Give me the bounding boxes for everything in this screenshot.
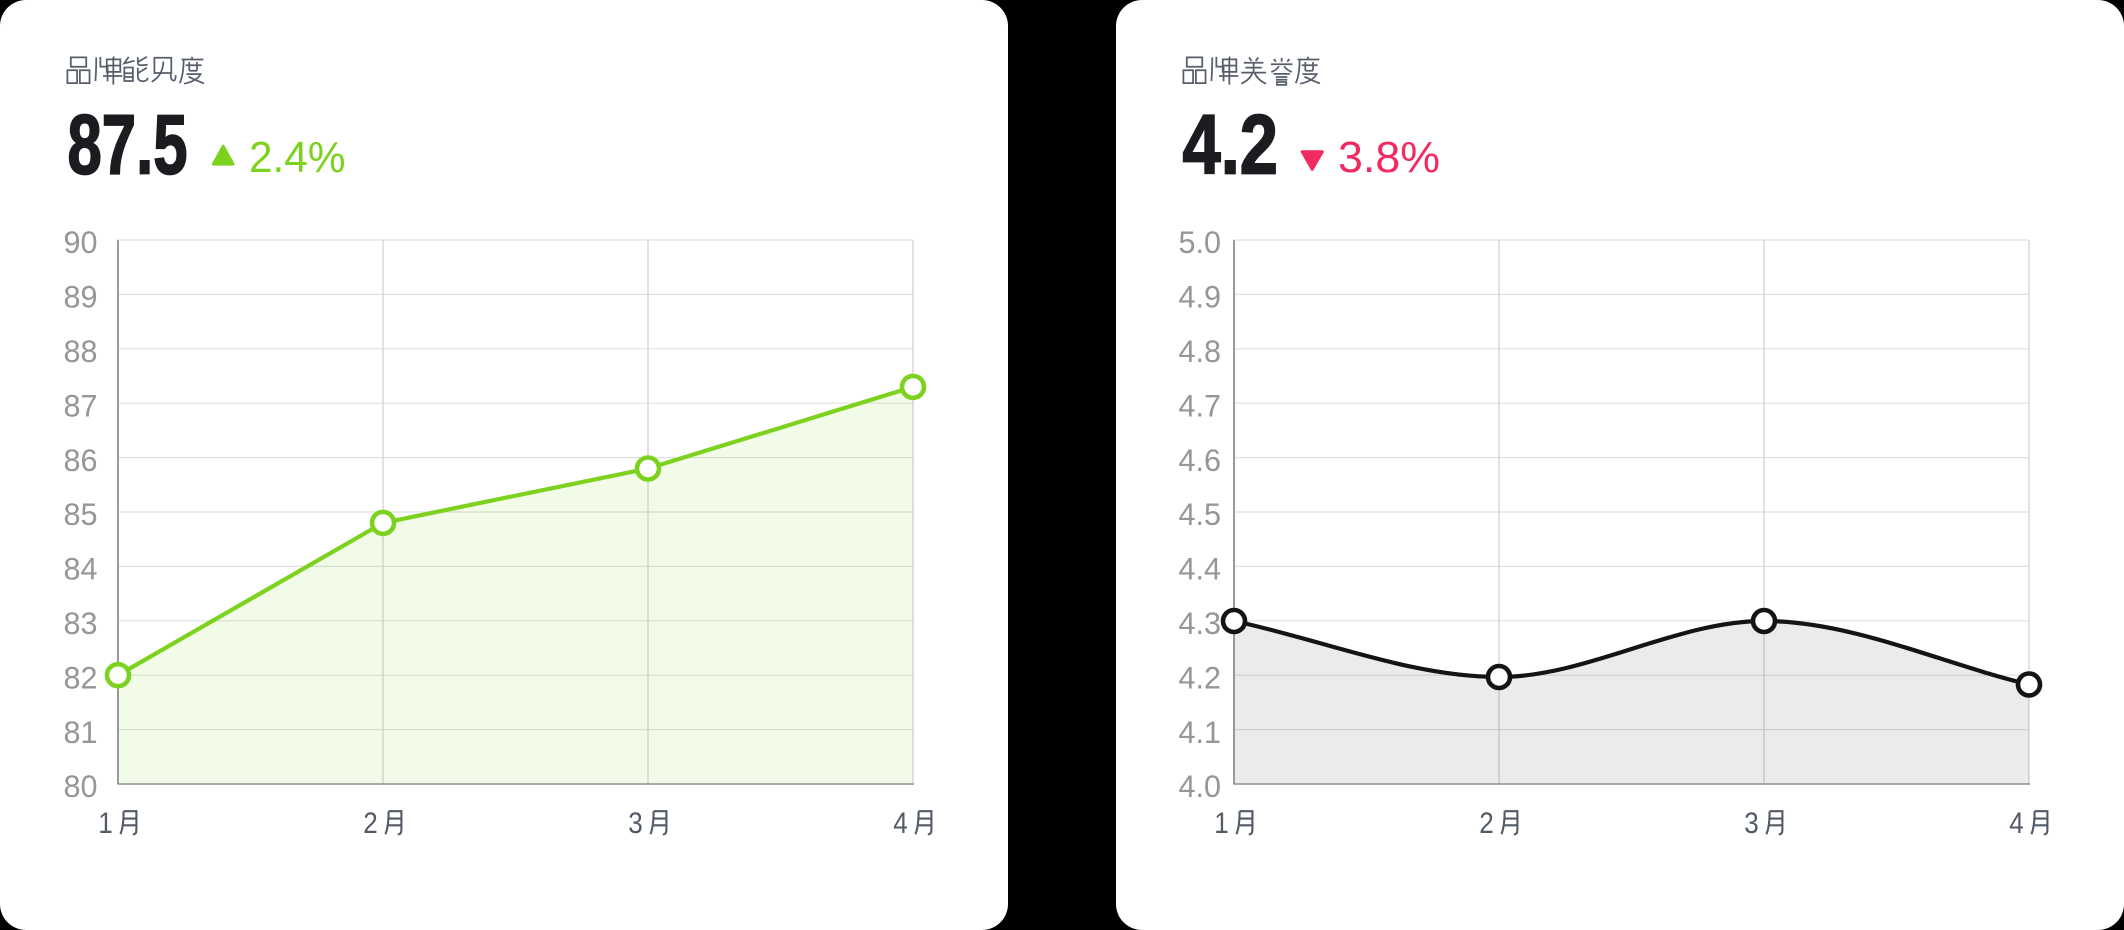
svg-text:89: 89 (64, 279, 98, 315)
svg-text:4.8: 4.8 (1179, 333, 1222, 369)
svg-text:3: 3 (1744, 807, 1759, 840)
svg-text:80: 80 (64, 768, 98, 804)
svg-text:4.5: 4.5 (1179, 496, 1222, 532)
svg-text:3: 3 (628, 807, 643, 840)
svg-text:4.3: 4.3 (1179, 605, 1222, 641)
svg-text:2: 2 (363, 807, 378, 840)
svg-text:4: 4 (2009, 807, 2024, 840)
svg-text:3.8%: 3.8% (1338, 133, 1440, 182)
svg-text:4.2: 4.2 (1179, 659, 1222, 695)
svg-text:5.0: 5.0 (1179, 224, 1222, 260)
svg-text:85: 85 (64, 496, 98, 532)
svg-text:4.7: 4.7 (1179, 387, 1222, 423)
svg-text:81: 81 (64, 714, 98, 750)
svg-text:4.6: 4.6 (1179, 442, 1222, 478)
svg-text:4: 4 (893, 807, 908, 840)
svg-text:2.4%: 2.4% (249, 133, 346, 182)
svg-text:87: 87 (64, 387, 98, 423)
svg-text:84: 84 (64, 551, 98, 587)
svg-text:4.1: 4.1 (1179, 714, 1222, 750)
svg-text:4.0: 4.0 (1179, 768, 1222, 804)
svg-text:88: 88 (64, 333, 98, 369)
svg-text:87.5: 87.5 (68, 98, 188, 192)
svg-text:1: 1 (1214, 807, 1229, 840)
svg-text:90: 90 (64, 224, 98, 260)
svg-text:1: 1 (98, 807, 113, 840)
svg-text:2: 2 (1479, 807, 1494, 840)
svg-text:86: 86 (64, 442, 98, 478)
svg-text:4.9: 4.9 (1179, 279, 1222, 315)
svg-text:83: 83 (64, 605, 98, 641)
svg-text:4.2: 4.2 (1183, 98, 1279, 192)
svg-text:82: 82 (64, 659, 98, 695)
svg-text:4.4: 4.4 (1179, 551, 1222, 587)
